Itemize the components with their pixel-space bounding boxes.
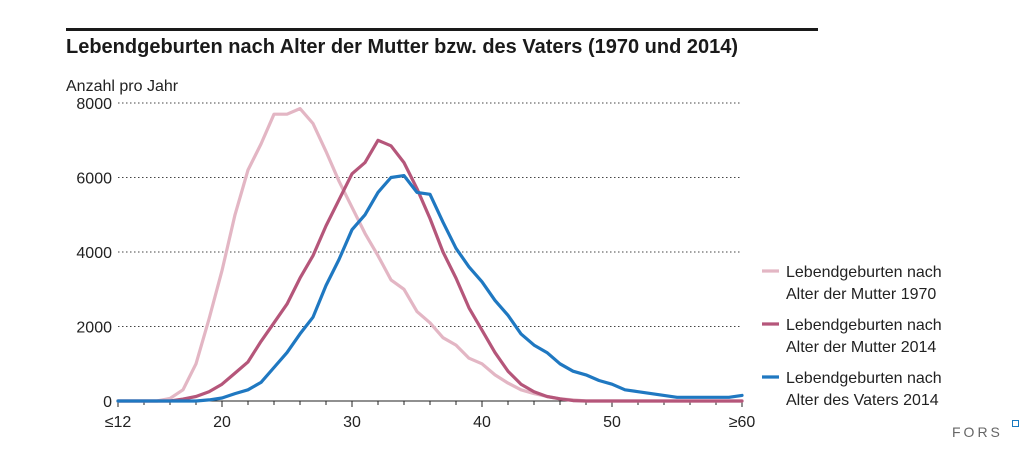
y-tick-label: 6000 <box>76 171 112 188</box>
legend-label-2: Lebendgeburten nach <box>786 317 942 334</box>
legend-label-3: Lebendgeburten nach <box>786 370 942 387</box>
chart-title: Lebendgeburten nach Alter der Mutter bzw… <box>66 36 739 58</box>
x-tick-label: 20 <box>213 414 231 431</box>
series-line-1 <box>116 106 744 403</box>
x-tick-label: 50 <box>603 414 621 431</box>
legend-label-1: Alter der Mutter 1970 <box>786 286 936 303</box>
y-tick-label: 4000 <box>76 245 112 262</box>
x-tick-label: 30 <box>343 414 361 431</box>
grid <box>118 102 742 327</box>
x-tick-label: ≥60 <box>729 414 756 431</box>
x-axis: ≤12 20 30 40 50 ≥60 <box>105 400 756 431</box>
legend-label-1: Lebendgeburten nach <box>786 264 942 281</box>
series-lines <box>116 106 744 403</box>
x-tick-label: ≤12 <box>105 414 132 431</box>
series-line-3 <box>116 174 744 403</box>
title-rule <box>66 28 818 31</box>
series-line-2 <box>116 138 744 403</box>
logo-square-icon <box>1012 420 1019 427</box>
legend-label-2: Alter der Mutter 2014 <box>786 339 936 356</box>
y-tick-label: 8000 <box>76 96 112 113</box>
y-tick-label: 2000 <box>76 320 112 337</box>
fors-logo: FORS <box>952 424 1003 440</box>
legend: Lebendgeburten nach Alter der Mutter 1970… <box>762 264 942 409</box>
y-axis-label: Anzahl pro Jahr <box>66 78 179 95</box>
legend-label-3: Alter des Vaters 2014 <box>786 392 939 409</box>
y-tick-label: 0 <box>103 394 112 411</box>
y-axis-ticks: 0 2000 4000 6000 8000 <box>76 96 112 411</box>
x-tick-label: 40 <box>473 414 491 431</box>
